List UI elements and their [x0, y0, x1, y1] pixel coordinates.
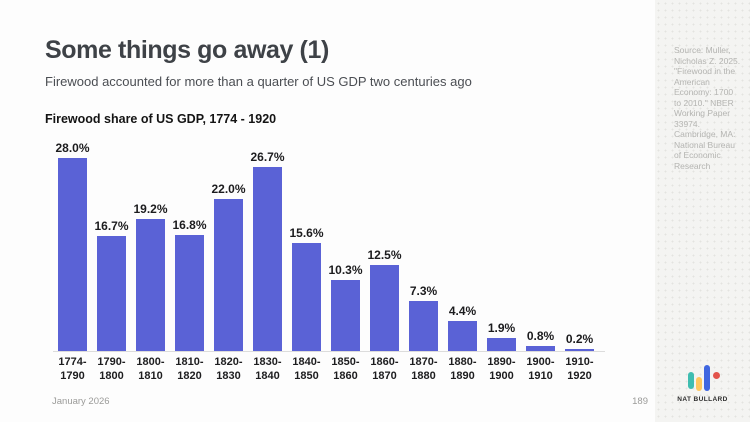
bar — [526, 345, 555, 351]
x-axis-label: 1900- 1910 — [526, 356, 555, 382]
bar — [565, 349, 594, 351]
bar-group: 16.8% 1810- 1820 — [170, 140, 209, 382]
bar-group: 1.9% 1890- 1900 — [482, 140, 521, 382]
bar-group: 10.3% 1850- 1860 — [326, 140, 365, 382]
brand-logo-icon — [655, 363, 750, 393]
bar — [97, 235, 126, 351]
x-axis-label: 1870- 1880 — [409, 356, 438, 382]
bar-group: 12.5% 1860- 1870 — [365, 140, 404, 382]
bar-value-label: 4.4% — [448, 303, 477, 318]
bar — [58, 158, 87, 351]
bar-value-label: 16.7% — [94, 218, 129, 233]
bar — [409, 300, 438, 351]
page-number: 189 — [632, 396, 648, 407]
x-axis-label: 1774- 1790 — [58, 356, 87, 382]
bar-group: 0.8% 1900- 1910 — [521, 140, 560, 382]
logo-yellow-bar-icon — [696, 377, 702, 391]
bar-value-label: 19.2% — [133, 201, 168, 216]
x-axis-label: 1800- 1810 — [136, 356, 165, 382]
bar — [487, 337, 516, 351]
x-axis-label: 1840- 1850 — [292, 356, 321, 382]
x-axis-label: 1850- 1860 — [331, 356, 360, 382]
bar-value-label: 0.8% — [526, 328, 555, 343]
bar-value-label: 10.3% — [328, 263, 363, 278]
source-citation: Source: Muller, Nicholas Z. 2025. "Firew… — [674, 45, 741, 171]
x-axis-label: 1860- 1870 — [370, 356, 399, 382]
bar-group: 0.2% 1910- 1920 — [560, 140, 599, 382]
bar-value-label: 26.7% — [250, 149, 285, 164]
x-axis-label: 1910- 1920 — [565, 356, 594, 382]
logo-teal-bar-icon — [688, 372, 694, 389]
bar-value-label: 0.2% — [565, 332, 594, 346]
x-axis-label: 1830- 1840 — [253, 356, 282, 382]
subtitle: Firewood accounted for more than a quart… — [45, 74, 472, 89]
brand-name: NAT BULLARD — [677, 396, 728, 403]
bar-group: 4.4% 1880- 1890 — [443, 140, 482, 382]
bar — [331, 280, 360, 351]
bar — [448, 320, 477, 351]
bar-group: 19.2% 1800- 1810 — [131, 140, 170, 382]
x-axis-label: 1810- 1820 — [175, 356, 204, 382]
logo-red-dot-icon — [713, 372, 720, 379]
bar-group: 7.3% 1870- 1880 — [404, 140, 443, 382]
bar — [292, 243, 321, 351]
bar-value-label: 22.0% — [211, 182, 246, 197]
bar-value-label: 28.0% — [55, 141, 90, 155]
x-axis-label: 1880- 1890 — [448, 356, 477, 382]
bar — [214, 199, 243, 351]
bar-group: 26.7% 1830- 1840 — [248, 140, 287, 382]
x-axis-label: 1790- 1800 — [97, 356, 126, 382]
page-title: Some things go away (1) — [45, 36, 329, 64]
logo-blue-bar-icon — [704, 365, 710, 391]
x-axis-label: 1890- 1900 — [487, 356, 516, 382]
x-axis-line — [53, 351, 605, 352]
bar-value-label: 15.6% — [289, 226, 324, 241]
bar-group: 22.0% 1820- 1830 — [209, 140, 248, 382]
bar-value-label: 16.8% — [172, 218, 207, 233]
bar-group: 28.0% 1774- 1790 — [53, 140, 92, 382]
bar-value-label: 12.5% — [367, 247, 402, 262]
footer-date: January 2026 — [52, 396, 110, 407]
chart-title: Firewood share of US GDP, 1774 - 1920 — [45, 112, 277, 126]
bar-group: 16.7% 1790- 1800 — [92, 140, 131, 382]
bar — [370, 264, 399, 351]
bar-value-label: 7.3% — [409, 283, 438, 298]
bar — [253, 166, 282, 351]
main-content: Some things go away (1) Firewood account… — [45, 36, 648, 407]
bar-chart: 28.0% 1774- 1790 16.7% 1790- 1800 19.2% 1800- 18… — [53, 140, 599, 382]
sidebar: Source: Muller, Nicholas Z. 2025. "Firew… — [655, 0, 750, 422]
bar — [175, 235, 204, 351]
bar-value-label: 1.9% — [487, 320, 516, 335]
bar-group: 15.6% 1840- 1850 — [287, 140, 326, 382]
x-axis-label: 1820- 1830 — [214, 356, 243, 382]
bar — [136, 218, 165, 351]
